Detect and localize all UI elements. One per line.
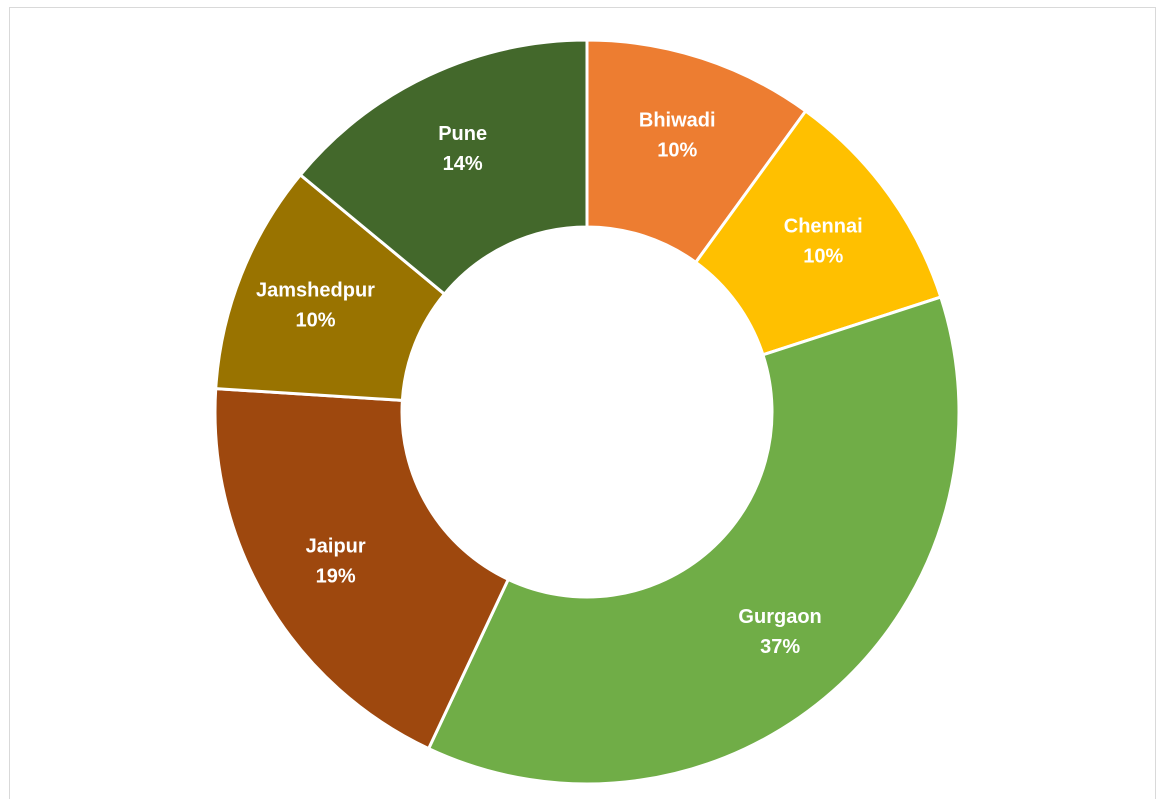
label-value-bhiwadi: 10% xyxy=(657,139,697,161)
label-category-gurgaon: Gurgaon xyxy=(738,606,821,628)
label-category-pune: Pune xyxy=(438,123,487,145)
label-category-bhiwadi: Bhiwadi xyxy=(639,109,716,131)
label-value-jamshedpur: 10% xyxy=(295,310,335,332)
label-category-jamshedpur: Jamshedpur xyxy=(256,280,375,302)
label-value-gurgaon: 37% xyxy=(760,636,800,658)
slice-group xyxy=(213,38,961,786)
label-value-chennai: 10% xyxy=(803,245,843,267)
slice-gurgaon xyxy=(426,295,961,786)
slice-pune xyxy=(298,38,589,297)
chart-area: Bhiwadi 10% Chennai 10% Gurgaon 37% Jaipur 19% J… xyxy=(9,7,1156,799)
label-category-jaipur: Jaipur xyxy=(306,536,366,558)
donut-chart: Bhiwadi 10% Chennai 10% Gurgaon 37% Jaipur 19% J… xyxy=(213,38,961,786)
label-value-pune: 14% xyxy=(443,153,483,175)
label-group: Bhiwadi 10% Chennai 10% Gurgaon 37% Jaipur 19% J… xyxy=(256,109,863,658)
slice-jaipur xyxy=(213,387,511,751)
label-value-jaipur: 19% xyxy=(316,566,356,588)
label-category-chennai: Chennai xyxy=(784,215,863,237)
